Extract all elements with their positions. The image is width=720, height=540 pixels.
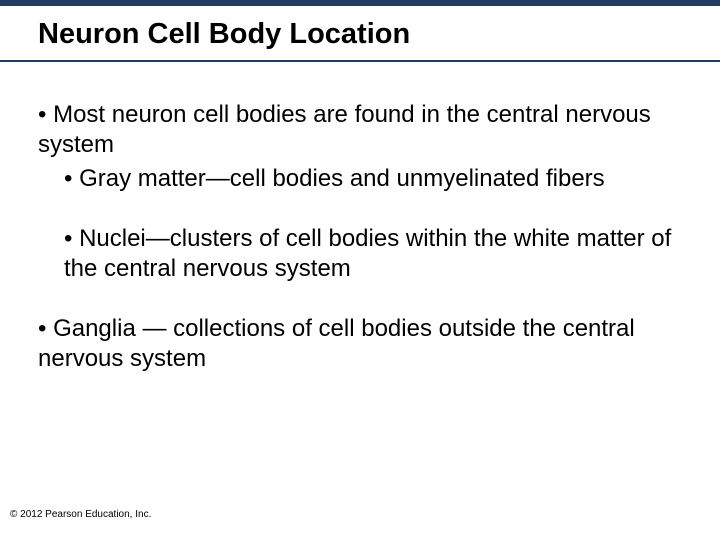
bullet-level2: • Nuclei—clusters of cell bodies within … bbox=[38, 224, 682, 284]
bullet-level1: • Ganglia — collections of cell bodies o… bbox=[38, 314, 682, 374]
bullet-level1: • Most neuron cell bodies are found in t… bbox=[38, 100, 682, 160]
bullet-level2: • Gray matter—cell bodies and unmyelinat… bbox=[38, 164, 682, 194]
slide-content: • Most neuron cell bodies are found in t… bbox=[38, 100, 682, 378]
spacer bbox=[38, 194, 682, 224]
header-top-bar bbox=[0, 0, 720, 6]
copyright-text: © 2012 Pearson Education, Inc. bbox=[10, 509, 151, 520]
spacer bbox=[38, 284, 682, 314]
title-underline bbox=[0, 60, 720, 62]
slide-title: Neuron Cell Body Location bbox=[38, 18, 410, 51]
